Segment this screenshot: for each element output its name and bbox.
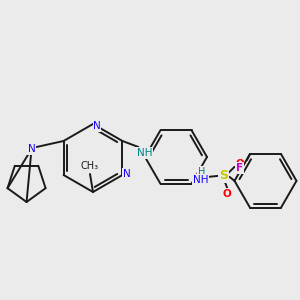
Text: N: N [93, 121, 101, 131]
Text: NH: NH [137, 148, 152, 158]
Text: CH₃: CH₃ [81, 161, 99, 171]
Text: NH: NH [193, 175, 208, 185]
Text: S: S [219, 169, 228, 182]
Text: N: N [123, 169, 130, 179]
Text: O: O [222, 189, 231, 199]
Text: F: F [236, 163, 244, 173]
Text: N: N [28, 144, 35, 154]
Text: O: O [235, 159, 244, 169]
Text: H: H [198, 167, 205, 177]
Text: NH: NH [137, 148, 152, 158]
